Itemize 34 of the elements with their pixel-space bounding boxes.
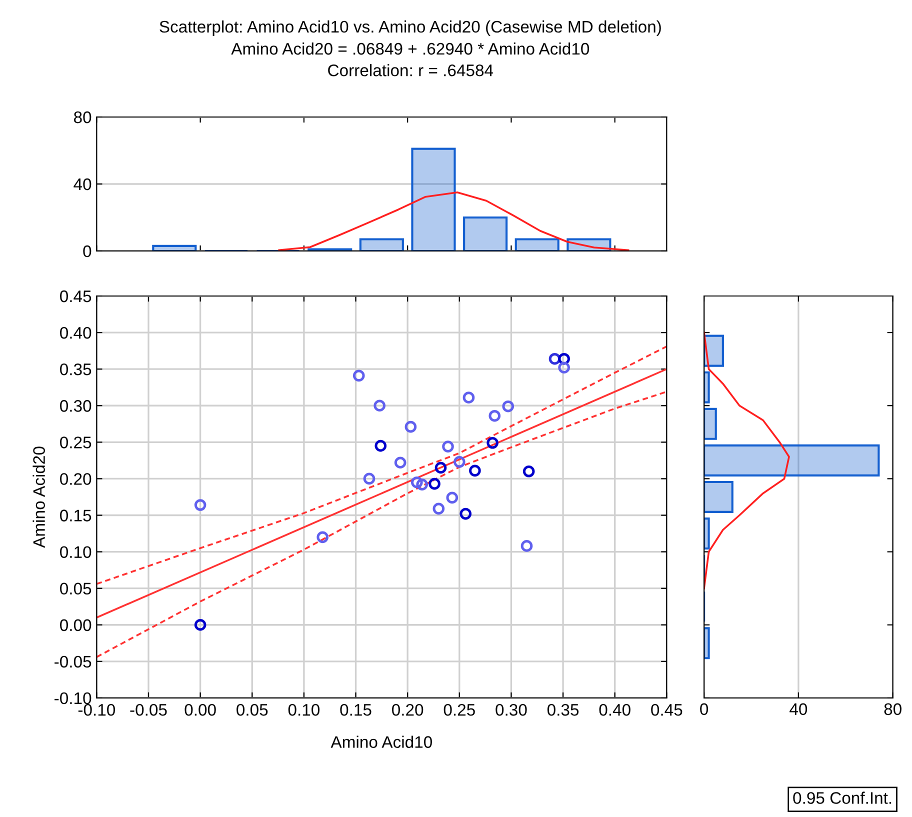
y-tick-label: -0.10 bbox=[54, 692, 92, 704]
x-tick-label: 0.10 bbox=[288, 704, 320, 716]
y-tick-label: 0.15 bbox=[60, 510, 92, 522]
x-tick-label: 0.00 bbox=[184, 704, 216, 716]
y-tick-label: 0.10 bbox=[60, 546, 92, 558]
y-tick-label: 0.35 bbox=[60, 363, 92, 376]
x-tick-label: 0.35 bbox=[547, 704, 579, 716]
y-axis-title: Amino Acid20 bbox=[32, 446, 45, 548]
x-tick-label: 0.30 bbox=[496, 704, 527, 716]
y-tick-label: 0.40 bbox=[60, 326, 92, 339]
y-tick-label: 80 bbox=[74, 111, 92, 124]
y-tick-label: 40 bbox=[74, 178, 92, 190]
x-tick-label: 0.45 bbox=[651, 704, 682, 716]
chart-subtitle: Amino Acid20 = .06849 + .62940 * Amino Acid10 Correlation: r = .64584 bbox=[231, 42, 590, 76]
x-tick-label: 40 bbox=[790, 703, 808, 716]
x-tick-label: -0.05 bbox=[130, 704, 167, 716]
y-tick-label: 0.20 bbox=[60, 473, 92, 485]
x-tick-label: 0.40 bbox=[599, 704, 630, 716]
x-tick-label: 0.05 bbox=[236, 704, 268, 716]
y-tick-label: 0.05 bbox=[60, 582, 92, 595]
y-tick-label: 0 bbox=[83, 245, 92, 258]
chart-title: Scatterplot: Amino Acid10 vs. Amino Acid20 (Casewise MD deletion) bbox=[160, 20, 661, 36]
y-tick-label: 0.25 bbox=[60, 436, 92, 448]
y-tick-label: 0.45 bbox=[60, 290, 92, 302]
x-tick-label: 0.20 bbox=[392, 704, 424, 716]
x-tick-label: 0.15 bbox=[340, 704, 372, 716]
x-tick-label: 0 bbox=[700, 703, 708, 716]
x-tick-label: 80 bbox=[884, 703, 902, 716]
y-tick-label: 0.30 bbox=[60, 400, 92, 412]
y-tick-label: -0.05 bbox=[54, 656, 92, 668]
y-tick-label: 0.00 bbox=[60, 619, 92, 632]
text: 0.95 Conf.Int. bbox=[793, 792, 892, 804]
x-tick-label: 0.25 bbox=[444, 704, 475, 716]
x-axis-title: Amino Acid10 bbox=[330, 736, 432, 748]
